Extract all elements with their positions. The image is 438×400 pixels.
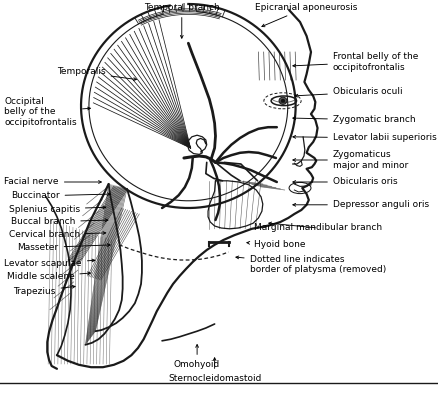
- Text: Depressor anguli oris: Depressor anguli oris: [293, 200, 429, 209]
- Text: Buccinator: Buccinator: [11, 192, 110, 200]
- Text: Obicularis oculi: Obicularis oculi: [295, 88, 403, 97]
- Text: Facial nerve: Facial nerve: [4, 178, 101, 186]
- Text: Levator labii superioris: Levator labii superioris: [293, 134, 437, 142]
- Text: Zygomatic branch: Zygomatic branch: [293, 116, 416, 124]
- Text: Levator scapulae: Levator scapulae: [4, 259, 95, 268]
- Text: Frontal belly of the
occipitofrontalis: Frontal belly of the occipitofrontalis: [293, 52, 418, 72]
- Text: Epicranial aponeurosis: Epicranial aponeurosis: [255, 3, 358, 27]
- Text: Zygomaticus
major and minor: Zygomaticus major and minor: [293, 150, 408, 170]
- Text: Masseter: Masseter: [18, 243, 110, 252]
- Text: Obicularis oris: Obicularis oris: [293, 178, 398, 186]
- Ellipse shape: [281, 99, 285, 103]
- Text: Sternocleidomastoid: Sternocleidomastoid: [168, 358, 261, 383]
- Text: Marginal mandibular branch: Marginal mandibular branch: [254, 222, 382, 232]
- Text: Cervical branch: Cervical branch: [9, 230, 106, 239]
- Text: Temporal branch: Temporal branch: [144, 3, 219, 38]
- Text: Splenius capitis: Splenius capitis: [9, 205, 106, 214]
- Text: Temporalis: Temporalis: [57, 68, 136, 80]
- Text: Hyoid bone: Hyoid bone: [247, 240, 306, 249]
- Text: Omohyoid: Omohyoid: [174, 344, 220, 369]
- Text: Dotted line indicates
border of platysma (removed): Dotted line indicates border of platysma…: [236, 255, 386, 274]
- Text: Occipital
belly of the
occipitofrontalis: Occipital belly of the occipitofrontalis: [4, 97, 90, 127]
- Text: Middle scalene: Middle scalene: [7, 272, 90, 281]
- Ellipse shape: [279, 97, 287, 104]
- Text: Buccal branch: Buccal branch: [11, 218, 108, 226]
- Text: Trapezius: Trapezius: [13, 285, 75, 296]
